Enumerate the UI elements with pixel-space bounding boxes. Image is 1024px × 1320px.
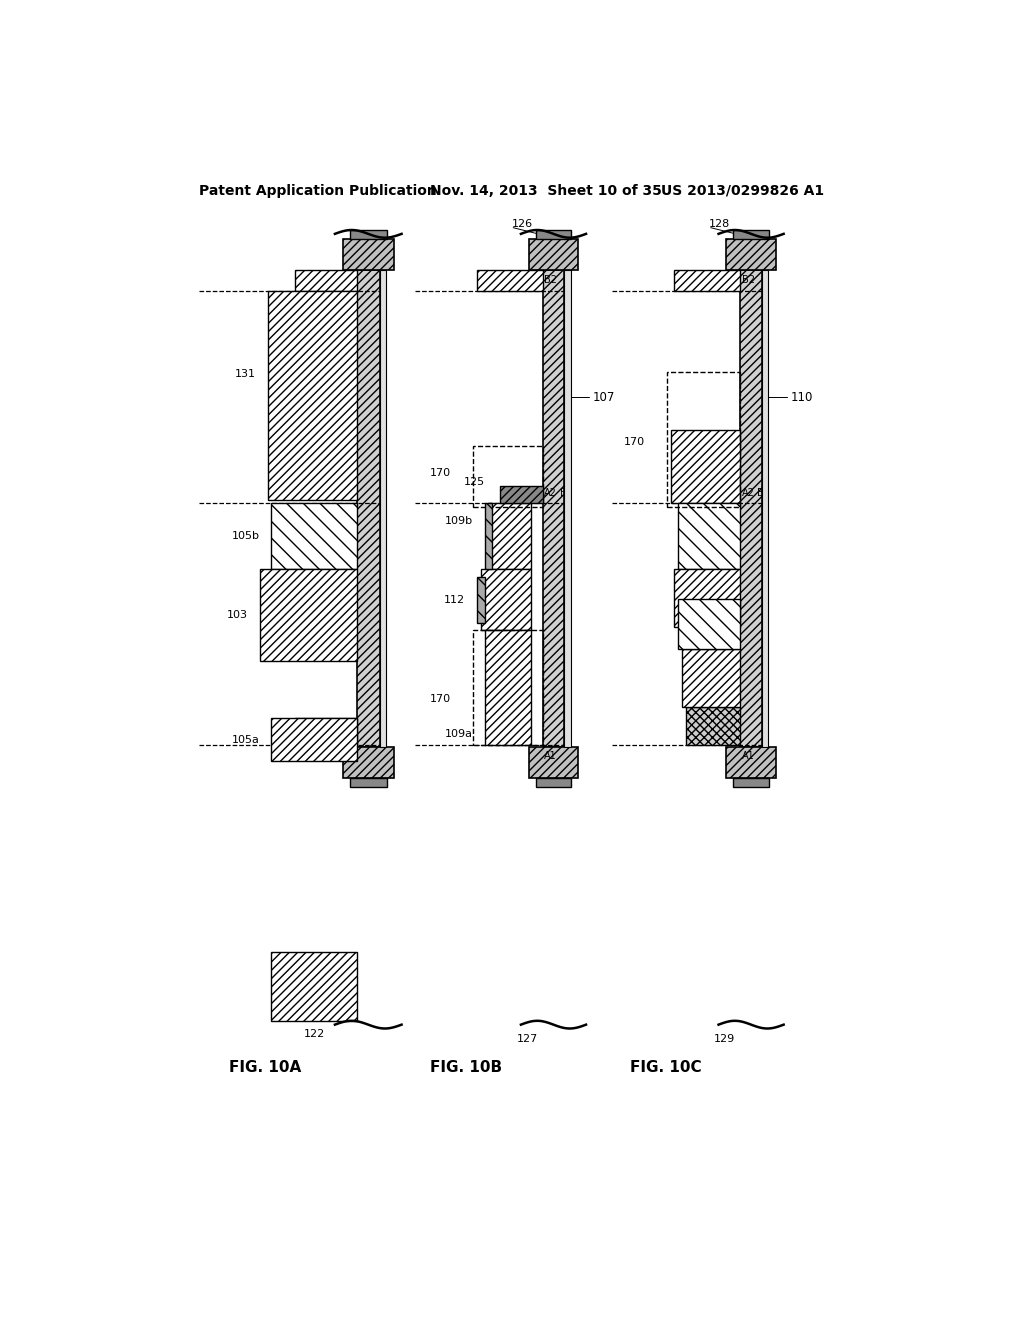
Bar: [500, 487, 543, 503]
Bar: [733, 230, 769, 239]
Text: 128: 128: [710, 219, 730, 228]
Bar: [762, 271, 768, 747]
Text: 126: 126: [512, 219, 532, 228]
Text: 110: 110: [791, 391, 813, 404]
Text: 129: 129: [714, 1034, 735, 1044]
Bar: [484, 631, 531, 744]
Bar: [686, 706, 740, 744]
Bar: [260, 569, 356, 661]
Bar: [667, 372, 740, 507]
Bar: [543, 271, 564, 747]
Bar: [295, 718, 356, 744]
Bar: [477, 577, 484, 623]
Bar: [733, 779, 769, 788]
Text: FIG. 10B: FIG. 10B: [430, 1060, 503, 1074]
Bar: [726, 747, 776, 779]
Text: 109a: 109a: [444, 729, 473, 739]
Bar: [343, 239, 394, 271]
Text: B2: B2: [741, 275, 755, 285]
Text: 131: 131: [234, 370, 256, 379]
Text: FIG. 10C: FIG. 10C: [630, 1060, 701, 1074]
Bar: [740, 271, 762, 747]
Bar: [536, 230, 571, 239]
Text: B1: B1: [758, 487, 770, 498]
Bar: [675, 569, 740, 627]
Text: 112: 112: [444, 594, 465, 605]
Text: B2: B2: [544, 275, 557, 285]
Bar: [480, 569, 531, 631]
Bar: [726, 239, 776, 271]
Text: 170: 170: [430, 467, 452, 478]
Text: 125: 125: [464, 477, 484, 487]
Bar: [295, 271, 356, 290]
Bar: [528, 239, 579, 271]
Bar: [675, 271, 740, 290]
Bar: [528, 747, 579, 779]
Bar: [356, 271, 380, 747]
Bar: [271, 718, 356, 760]
Text: FIG. 10A: FIG. 10A: [228, 1060, 301, 1074]
Bar: [536, 779, 571, 788]
Bar: [271, 503, 356, 569]
Bar: [271, 952, 356, 1020]
Text: 170: 170: [430, 694, 452, 704]
Bar: [678, 599, 740, 649]
Text: 109b: 109b: [444, 516, 473, 527]
Text: 122: 122: [303, 1028, 325, 1039]
Text: A2: A2: [544, 487, 557, 498]
Bar: [349, 230, 387, 239]
Bar: [682, 649, 740, 706]
Text: A1: A1: [741, 751, 755, 760]
Text: Patent Application Publication: Patent Application Publication: [200, 183, 437, 198]
Bar: [380, 271, 386, 747]
Bar: [349, 779, 387, 788]
Bar: [267, 290, 356, 499]
Text: 127: 127: [516, 1034, 538, 1044]
Text: 105a: 105a: [231, 735, 260, 744]
Bar: [671, 430, 740, 503]
Text: B1: B1: [560, 487, 572, 498]
Text: A1: A1: [544, 751, 557, 760]
Text: 104: 104: [306, 750, 328, 759]
Bar: [488, 503, 531, 569]
Text: A2: A2: [741, 487, 755, 498]
Text: 107: 107: [593, 391, 615, 404]
Bar: [564, 271, 570, 747]
Text: 103: 103: [227, 610, 248, 620]
Text: Nov. 14, 2013  Sheet 10 of 35: Nov. 14, 2013 Sheet 10 of 35: [430, 183, 663, 198]
Text: 105b: 105b: [231, 532, 260, 541]
Bar: [678, 503, 740, 569]
Bar: [473, 631, 543, 744]
Bar: [484, 503, 493, 569]
Text: 170: 170: [624, 437, 645, 446]
Text: US 2013/0299826 A1: US 2013/0299826 A1: [662, 183, 824, 198]
Bar: [473, 446, 543, 507]
Bar: [343, 747, 394, 779]
Bar: [477, 271, 543, 290]
